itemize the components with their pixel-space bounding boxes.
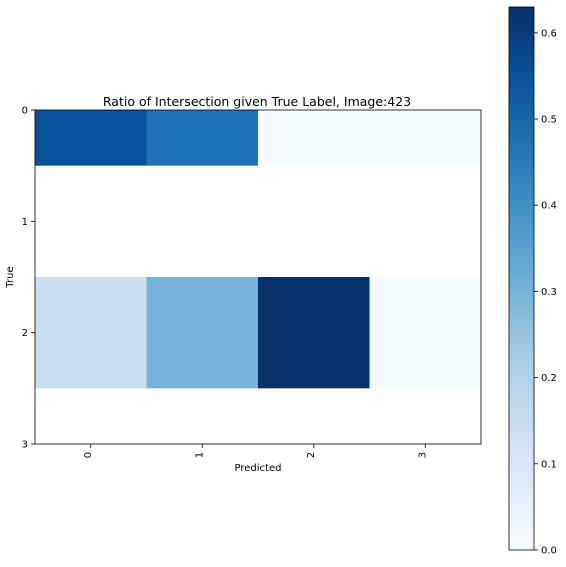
axes: 0 1 2 3 0 1 2 3 [22,106,429,459]
heatmap-cell-r2-c1 [146,277,258,389]
plot-frame [34,109,482,445]
heatmap-cell-r0-c0 [35,110,147,166]
colorbar-frame [508,6,535,551]
chart-title: Ratio of Intersection given True Label, … [103,94,411,109]
heatmap-cell-r0-c2 [258,110,370,166]
heatmap-cell-r0-c1 [146,110,258,166]
colorbar-tick-label-5: 0.5 [541,115,557,126]
x-tick-label-3: 3 [417,452,428,458]
y-tick-label-2: 2 [22,328,28,339]
colorbar [509,7,534,550]
y-tick-label-0: 0 [22,106,28,117]
colorbar-tick-label-3: 0.3 [541,287,557,298]
colorbar-tick-label-1: 0.1 [541,459,557,470]
heatmap-cell-r2-c0 [35,277,147,389]
colorbar-tick-label-6: 0.6 [541,28,557,39]
heatmap-cell-r0-c3 [369,110,481,166]
x-tick-label-0: 0 [83,452,94,458]
colorbar-tick-label-0: 0.0 [541,546,557,557]
colorbar-ticks: 0.0 0.1 0.2 0.3 0.4 0.5 0.6 [534,28,557,557]
x-tick-label-2: 2 [306,452,317,458]
x-tick-label-1: 1 [194,452,205,458]
colorbar-tick-label-2: 0.2 [541,373,557,384]
heatmap-cells [35,110,481,389]
heatmap-cell-r2-c3 [369,277,481,389]
y-tick-label-1: 1 [22,217,28,228]
colorbar-tick-label-4: 0.4 [541,201,557,212]
y-tick-label-3: 3 [22,440,28,451]
y-axis-label: True [5,266,16,288]
heatmap-cell-r2-c2 [258,277,370,389]
x-axis-label: Predicted [235,463,282,474]
